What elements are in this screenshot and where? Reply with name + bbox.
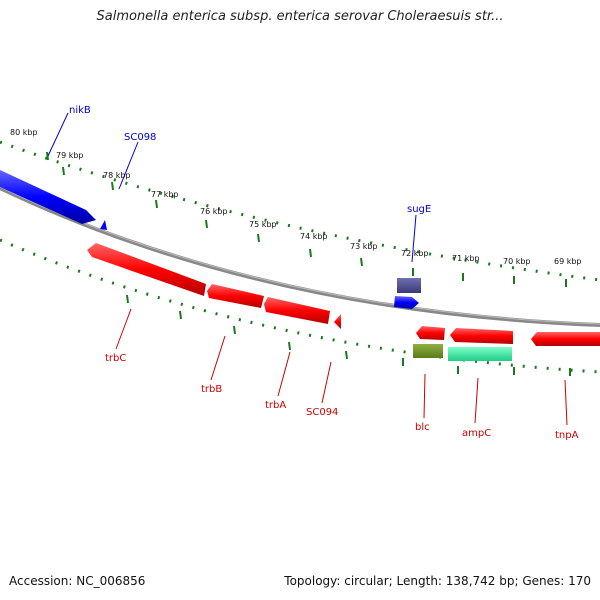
gene-label-trbA[interactable]: trbA (265, 400, 286, 411)
gene-label-nikB[interactable]: nikB (69, 105, 91, 116)
scale-label: 80 kbp (10, 128, 38, 137)
gene-blc-box[interactable] (413, 344, 443, 358)
gene-SC094[interactable] (334, 314, 341, 329)
gene-label-trbC[interactable]: trbC (105, 353, 126, 364)
scale-major-ticks (46, 151, 567, 287)
gene-nikB[interactable] (0, 170, 96, 224)
gene-trbA[interactable] (264, 297, 330, 324)
scale-label: 79 kbp (56, 151, 84, 160)
gene-blc-arrow[interactable] (416, 326, 445, 340)
map-title: Salmonella enterica subsp. enterica sero… (96, 9, 504, 24)
gene-label-blc[interactable]: blc (415, 422, 430, 433)
forward-genes (0, 170, 421, 309)
gene-SC098[interactable] (100, 220, 107, 230)
gene-label-tnpA[interactable]: tnpA (555, 430, 579, 441)
label-connectors (47, 112, 568, 426)
reverse-gene-labels: trbC trbB trbA SC094 blc ampC tnpA (105, 353, 579, 441)
reverse-genes (87, 243, 600, 361)
scale-label: 73 kbp (350, 242, 378, 251)
backbone-highlight (0, 186, 600, 325)
scale-label: 74 kbp (300, 232, 328, 241)
scale-label: 72 kbp (401, 249, 429, 258)
gene-tnpA-arrow[interactable] (531, 332, 600, 346)
gene-ampC-arrow[interactable] (450, 328, 513, 344)
gene-trbC[interactable] (87, 243, 206, 296)
gene-label-sugE[interactable]: sugE (407, 204, 431, 215)
gene-ampC-box[interactable] (448, 347, 512, 361)
gene-label-SC094[interactable]: SC094 (306, 407, 338, 418)
gene-label-ampC[interactable]: ampC (462, 428, 491, 439)
forward-gene-labels: nikB SC098 sugE (69, 105, 431, 215)
scale-label: 70 kbp (503, 257, 531, 266)
scale-label: 71 kbp (452, 254, 480, 263)
gene-label-SC098[interactable]: SC098 (124, 132, 156, 143)
accession-label: Accession: NC_006856 (9, 574, 146, 588)
scale-label: 69 kbp (554, 257, 582, 266)
scale-label: 78 kbp (103, 171, 131, 180)
gene-trbB[interactable] (207, 284, 264, 308)
scale-label: 76 kbp (200, 207, 228, 216)
scale-label: 75 kbp (249, 220, 277, 229)
gene-label-trbB[interactable]: trbB (201, 384, 222, 395)
scale-labels: 80 kbp 79 kbp 78 kbp 77 kbp 76 kbp 75 kb… (10, 128, 582, 266)
gene-sugE-arrow[interactable] (394, 296, 419, 309)
summary-label: Topology: circular; Length: 138,742 bp; … (284, 574, 591, 588)
scale-label: 77 kbp (151, 190, 179, 199)
scale-inner-major-ticks (126, 294, 571, 376)
gene-sugE-box[interactable] (397, 278, 421, 293)
